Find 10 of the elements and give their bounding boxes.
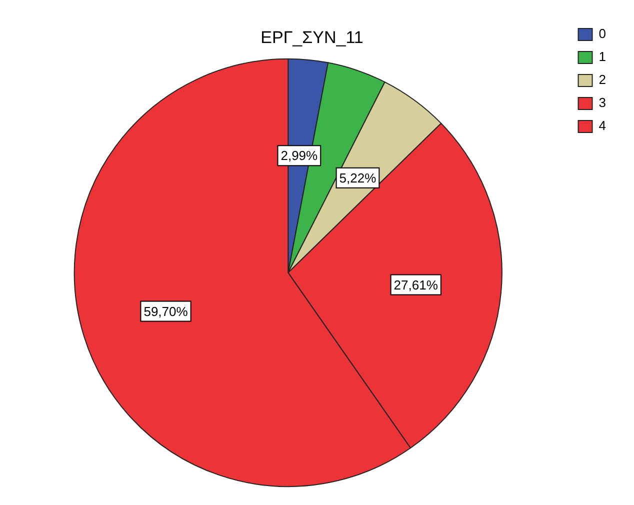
data-label: 59,70% [144,304,188,319]
legend-label: 4 [598,118,606,134]
chart-title: ΕΡΓ_ΣΥΝ_11 [260,28,364,47]
data-label: 5,22% [339,170,377,186]
legend-label: 2 [598,72,606,88]
data-label: 27,61% [394,277,438,292]
legend-label: 1 [598,49,606,64]
legend-label: 0 [598,26,606,42]
data-label: 2,99% [280,148,318,164]
legend-label: 3 [598,95,606,110]
